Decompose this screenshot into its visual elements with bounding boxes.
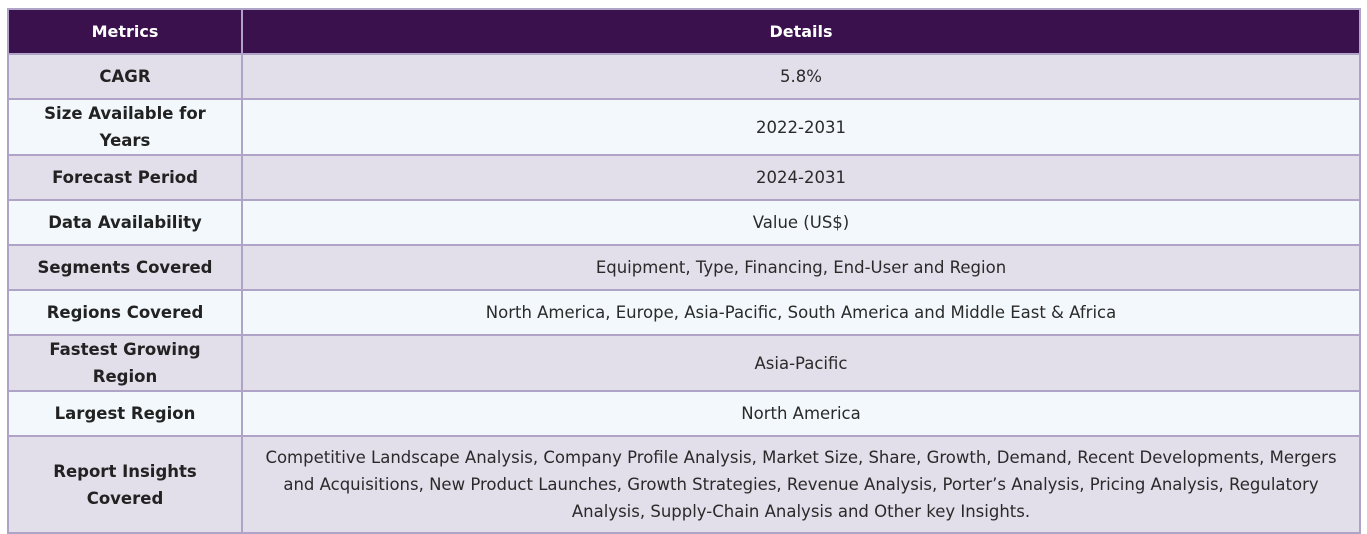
metric-cell: Largest Region <box>7 390 243 437</box>
table-row-fastest-growing-region: Fastest Growing Region Asia-Pacific <box>7 334 1361 392</box>
detail-cell: 2022-2031 <box>241 98 1361 156</box>
metric-cell: Fastest Growing Region <box>7 334 243 392</box>
detail-cell: Asia-Pacific <box>241 334 1361 392</box>
table-row-largest-region: Largest Region North America <box>7 390 1361 437</box>
metric-cell: Regions Covered <box>7 289 243 336</box>
details-column-header: Details <box>241 8 1361 55</box>
detail-cell: Value (US$) <box>241 199 1361 246</box>
table-row-segments-covered: Segments Covered Equipment, Type, Financ… <box>7 244 1361 291</box>
metrics-column-header: Metrics <box>7 8 243 55</box>
report-metrics-table: Metrics Details CAGR 5.8% Size Available… <box>7 8 1361 534</box>
detail-cell: North America, Europe, Asia-Pacific, Sou… <box>241 289 1361 336</box>
metric-cell: Data Availability <box>7 199 243 246</box>
metric-cell: CAGR <box>7 53 243 100</box>
table-row-regions-covered: Regions Covered North America, Europe, A… <box>7 289 1361 336</box>
metric-cell: Forecast Period <box>7 154 243 201</box>
table-row-report-insights: Report Insights Covered Competitive Land… <box>7 435 1361 534</box>
detail-cell: 5.8% <box>241 53 1361 100</box>
detail-cell: North America <box>241 390 1361 437</box>
table-row-cagr: CAGR 5.8% <box>7 53 1361 100</box>
table-header-row: Metrics Details <box>7 8 1361 55</box>
detail-cell: 2024-2031 <box>241 154 1361 201</box>
table-row-size-available: Size Available for Years 2022-2031 <box>7 98 1361 156</box>
detail-cell: Equipment, Type, Financing, End-User and… <box>241 244 1361 291</box>
table-row-forecast-period: Forecast Period 2024-2031 <box>7 154 1361 201</box>
report-metrics-table-container: Metrics Details CAGR 5.8% Size Available… <box>7 8 1361 534</box>
metric-cell: Segments Covered <box>7 244 243 291</box>
metric-cell: Size Available for Years <box>7 98 243 156</box>
metric-cell: Report Insights Covered <box>7 435 243 534</box>
detail-cell: Competitive Landscape Analysis, Company … <box>241 435 1361 534</box>
table-row-data-availability: Data Availability Value (US$) <box>7 199 1361 246</box>
